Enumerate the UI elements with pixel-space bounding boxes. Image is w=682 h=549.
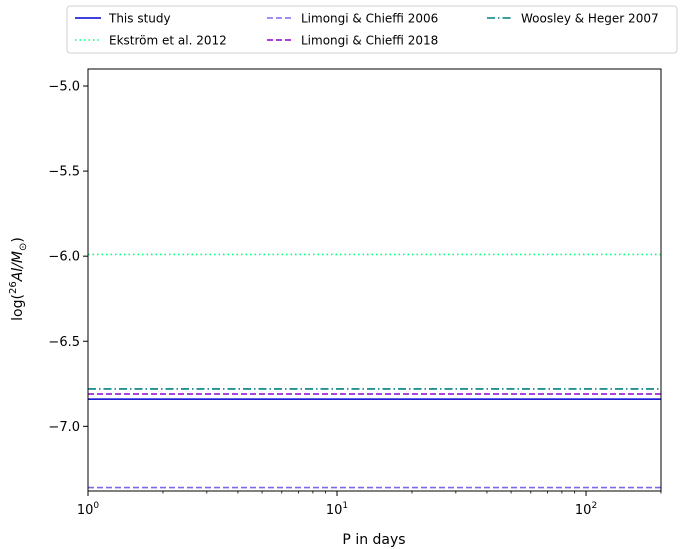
legend-label-0: This study: [108, 12, 171, 26]
y-axis: −5.0 −5.5 −6.0 −6.5 −7.0: [48, 80, 88, 435]
legend-label-4: Woosley & Heger 2007: [521, 12, 659, 26]
legend-label-1: Ekström et al. 2012: [109, 34, 227, 48]
x-tick-label-0: 100: [77, 501, 100, 518]
y-tick-label-1: −5.5: [48, 165, 80, 180]
y-tick-label-0: −5.0: [48, 80, 80, 95]
legend-label-2: Limongi & Chieffi 2006: [301, 12, 438, 26]
y-tick-label-2: −6.0: [48, 250, 80, 265]
x-tick-label-2: 102: [575, 501, 597, 518]
legend: This study Ekström et al. 2012 Limongi & C…: [66, 5, 678, 54]
legend-frame: [66, 5, 678, 54]
legend-label-3: Limongi & Chieffi 2018: [301, 34, 438, 48]
y-tick-label-4: −7.0: [48, 420, 80, 435]
x-axis: 100 101 102: [77, 491, 662, 518]
x-tick-label-1: 101: [326, 501, 348, 518]
plot-lines: [88, 253, 661, 489]
x-axis-label: P in days: [342, 532, 405, 548]
plot-frame: [87, 68, 662, 492]
y-axis-label: log(26Al/M⊙): [8, 237, 29, 321]
y-tick-label-3: −6.5: [48, 335, 80, 350]
